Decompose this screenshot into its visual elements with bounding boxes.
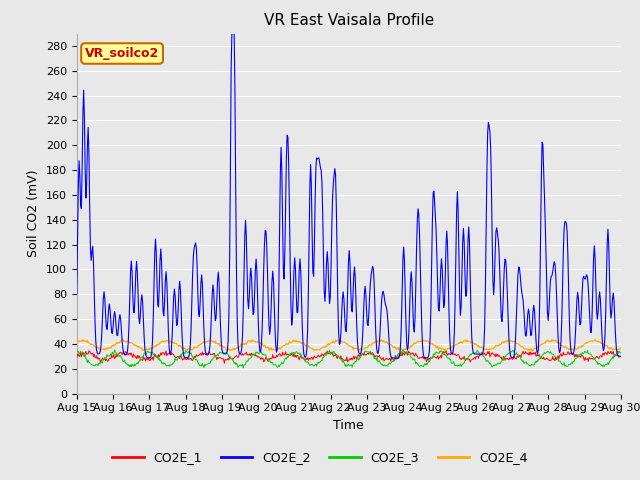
Title: VR East Vaisala Profile: VR East Vaisala Profile (264, 13, 434, 28)
Text: VR_soilco2: VR_soilco2 (85, 47, 159, 60)
Legend: CO2E_1, CO2E_2, CO2E_3, CO2E_4: CO2E_1, CO2E_2, CO2E_3, CO2E_4 (108, 446, 532, 469)
X-axis label: Time: Time (333, 419, 364, 432)
Y-axis label: Soil CO2 (mV): Soil CO2 (mV) (28, 170, 40, 257)
